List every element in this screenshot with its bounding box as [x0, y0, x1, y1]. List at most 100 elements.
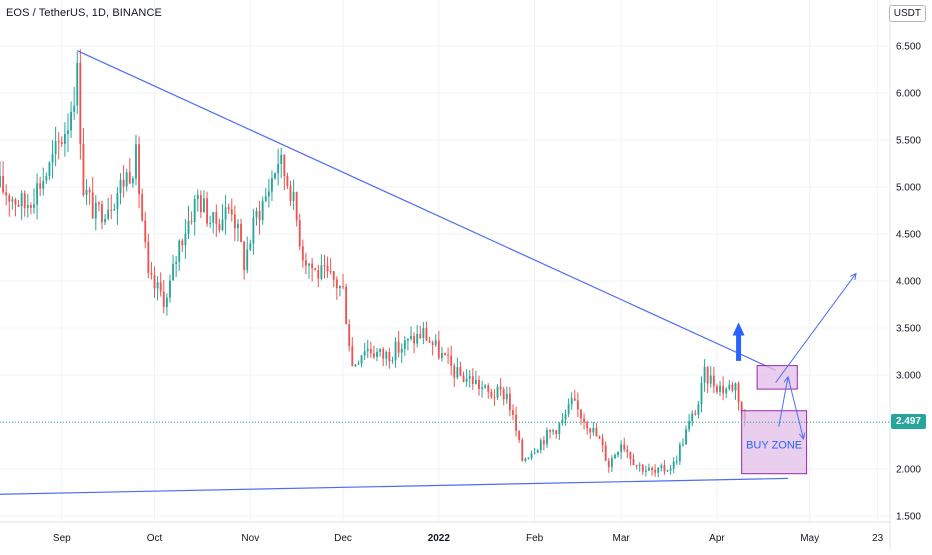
- candle-body: [437, 340, 440, 358]
- candle-body: [237, 223, 239, 229]
- candle-body: [314, 268, 317, 270]
- candle-body: [159, 282, 162, 292]
- candle-body: [2, 176, 5, 193]
- y-tick-label: 5.000: [896, 183, 921, 194]
- candle-body: [292, 191, 295, 202]
- candle-body: [530, 453, 533, 459]
- candle-body: [156, 282, 159, 289]
- y-tick-label: 4.500: [896, 230, 921, 241]
- candle-body: [5, 192, 8, 196]
- candle-body: [403, 340, 406, 349]
- x-tick-label: Nov: [241, 533, 259, 544]
- candle-body: [240, 223, 242, 242]
- candle-body: [586, 422, 589, 429]
- candle-body: [122, 179, 125, 187]
- candle-body: [196, 195, 199, 200]
- y-tick-label: 6.500: [896, 42, 921, 53]
- candle-body: [493, 397, 496, 399]
- candle-body: [376, 351, 378, 357]
- candle-body: [187, 220, 190, 234]
- candle-body: [308, 263, 310, 266]
- candle-body: [431, 342, 434, 346]
- candle-body: [264, 196, 267, 202]
- candle-body: [317, 269, 320, 279]
- candle-body: [558, 423, 561, 435]
- candle-body: [104, 218, 106, 223]
- candle-body: [425, 327, 428, 341]
- candle-body: [515, 414, 518, 431]
- candle-body: [648, 467, 650, 471]
- candle-body: [70, 111, 73, 131]
- candle-body: [209, 222, 212, 224]
- candle-body: [567, 404, 570, 415]
- candle-body: [33, 204, 35, 208]
- candle-body: [595, 427, 598, 437]
- candle-body: [42, 180, 45, 189]
- currency-selector[interactable]: USDT: [888, 5, 926, 22]
- candle-body: [26, 205, 29, 208]
- candle-body: [592, 427, 595, 433]
- candle-body: [555, 430, 558, 435]
- candle-body: [97, 202, 100, 205]
- candle-body: [221, 219, 224, 231]
- candle-body: [607, 460, 610, 468]
- support-trendline: [0, 477, 789, 495]
- candle-body: [51, 153, 54, 163]
- candle-body: [629, 452, 632, 459]
- candle-body: [354, 364, 357, 366]
- candle-body: [527, 458, 530, 460]
- buy-zone-box: [741, 410, 808, 475]
- candle-body: [298, 220, 301, 247]
- candle-body: [230, 209, 233, 215]
- candle-body: [610, 458, 613, 468]
- candle-body: [181, 240, 184, 246]
- candle-body: [135, 144, 137, 179]
- candle-body: [357, 363, 360, 365]
- candle-body: [8, 195, 11, 202]
- y-tick-label: 2.000: [896, 465, 921, 476]
- candle-body: [147, 241, 150, 273]
- candle-body: [88, 189, 91, 193]
- candle-body: [165, 297, 168, 307]
- candle-body: [620, 444, 623, 453]
- candle-body: [227, 207, 230, 210]
- candle-body: [487, 385, 490, 392]
- candle-body: [709, 375, 712, 384]
- candle-body: [453, 365, 456, 378]
- x-tick-label: Sep: [53, 533, 71, 544]
- candle-body: [561, 419, 564, 424]
- candle-body: [660, 465, 663, 468]
- candle-body: [638, 464, 641, 466]
- candle-body: [444, 353, 446, 355]
- x-tick-label: Dec: [334, 533, 352, 544]
- candle-body: [79, 62, 82, 145]
- candle-body: [116, 193, 119, 210]
- candle-body: [243, 241, 246, 271]
- candle-body: [206, 198, 208, 224]
- candle-body: [11, 199, 14, 202]
- candle-body: [249, 243, 252, 250]
- candle-body: [672, 461, 675, 469]
- candle-body: [345, 286, 348, 325]
- candle-body: [440, 353, 443, 358]
- candle-body: [233, 214, 236, 229]
- buy-zone-label: BUY ZONE: [746, 439, 802, 451]
- candle-body: [502, 389, 505, 400]
- candle-body: [484, 385, 487, 388]
- candle-body: [719, 385, 721, 392]
- candle-body: [598, 436, 601, 439]
- candle-body: [604, 445, 607, 461]
- candle-body: [706, 366, 709, 384]
- candle-body: [246, 249, 249, 271]
- candle-body: [162, 291, 165, 307]
- candle-body: [512, 410, 514, 415]
- candle-body: [17, 204, 20, 207]
- grid: [0, 0, 890, 522]
- candle-body: [131, 178, 134, 184]
- candle-body: [113, 209, 116, 211]
- candle-body: [329, 271, 332, 273]
- candle-body: [382, 348, 385, 359]
- trendlines: [0, 50, 789, 495]
